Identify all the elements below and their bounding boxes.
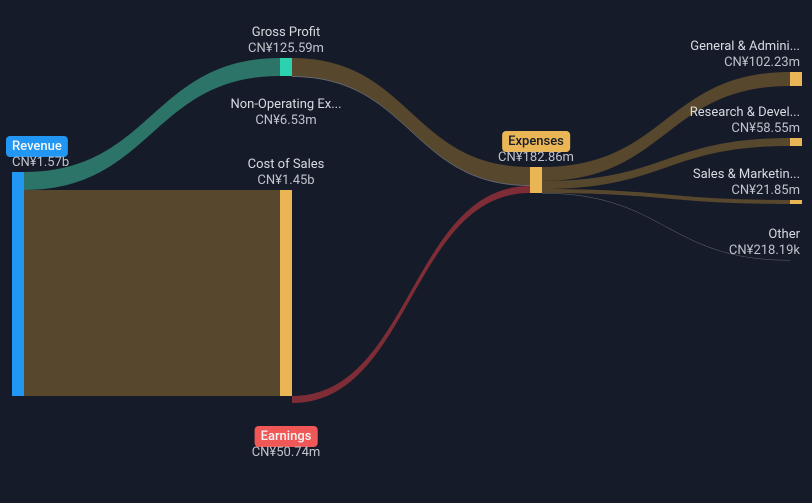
node-value-expenses: CN¥182.86m: [498, 150, 574, 165]
link-expenses-earnings: [292, 186, 530, 403]
node-value-other: CN¥218.19k: [729, 243, 801, 258]
link-revenue-gross: [24, 58, 280, 190]
node-value-cost: CN¥1.45b: [257, 173, 314, 188]
node-value-gross: CN¥125.59m: [248, 41, 324, 56]
node-label-ga: General & Admini...: [690, 39, 800, 54]
node-value-nonop: CN¥6.53m: [255, 113, 316, 128]
node-bar-gross: [280, 58, 292, 76]
links-layer: [24, 58, 790, 403]
node-label-earnings: Earnings: [261, 429, 312, 444]
node-label-nonop: Non-Operating Ex...: [230, 97, 341, 112]
node-label-gross: Gross Profit: [252, 25, 321, 40]
sankey-chart: RevenueCN¥1.57b Gross ProfitCN¥125.59m Non…: [0, 0, 812, 503]
node-bar-expenses: [530, 167, 542, 193]
node-value-sm: CN¥21.85m: [731, 183, 800, 198]
node-label-cost: Cost of Sales: [248, 157, 325, 172]
node-value-earnings: CN¥50.74m: [252, 445, 321, 460]
node-bar-sm: [790, 200, 802, 204]
node-label-other: Other: [768, 227, 800, 242]
node-label-expenses: Expenses: [508, 134, 564, 149]
node-bar-rd: [790, 138, 802, 146]
link-revenue-cost: [24, 190, 280, 396]
node-bar-cost: [280, 190, 292, 396]
node-bar-ga: [790, 72, 802, 86]
node-value-rd: CN¥58.55m: [731, 121, 800, 136]
node-label-rd: Research & Devel...: [690, 105, 800, 120]
node-bar-revenue: [12, 172, 24, 396]
link-gross-expenses: [292, 58, 530, 185]
node-label-revenue: Revenue: [12, 139, 62, 154]
node-value-revenue: CN¥1.57b: [12, 155, 69, 170]
node-value-ga: CN¥102.23m: [724, 55, 800, 70]
node-label-sm: Sales & Marketin...: [693, 167, 800, 182]
